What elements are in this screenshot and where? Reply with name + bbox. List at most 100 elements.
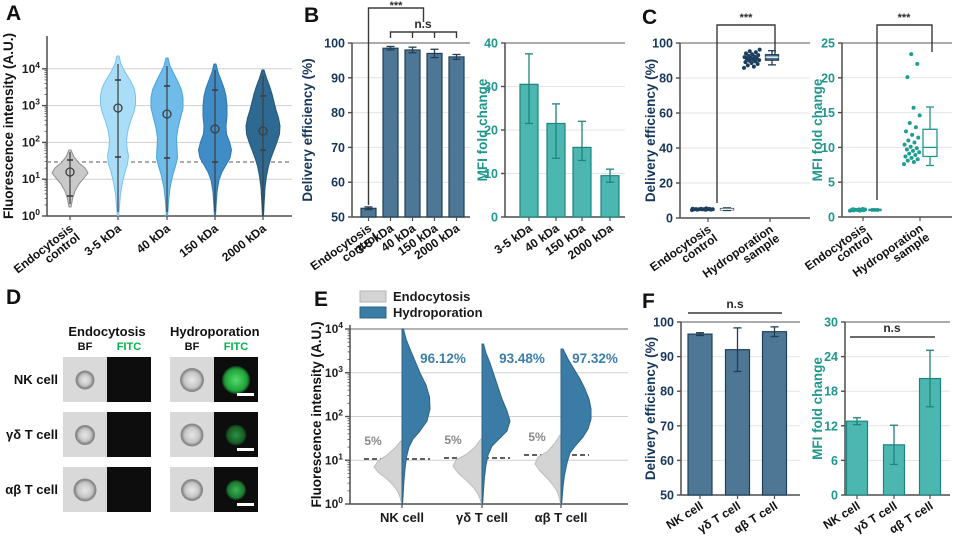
svg-text:103: 103 bbox=[325, 364, 343, 380]
column-group-endocytosis: Endocytosis bbox=[68, 324, 146, 339]
svg-text:70: 70 bbox=[331, 141, 345, 155]
svg-text:12: 12 bbox=[824, 419, 838, 433]
svg-text:10: 10 bbox=[484, 167, 498, 181]
svg-text:100: 100 bbox=[324, 37, 345, 51]
panel-label-e: E bbox=[314, 288, 329, 311]
svg-text:6: 6 bbox=[831, 454, 838, 468]
svg-text:***: *** bbox=[390, 0, 404, 12]
svg-text:Delivery efficiency (%): Delivery efficiency (%) bbox=[643, 59, 658, 202]
svg-text:Endocytosiscontrol: Endocytosiscontrol bbox=[11, 221, 83, 280]
svg-text:104: 104 bbox=[22, 60, 40, 76]
micrograph-ab-endo-bf bbox=[63, 467, 107, 512]
panel-e-halfviolin-chart: 100 101 102 103 104 NK cell γδ T cell αβ T cell… bbox=[310, 289, 628, 525]
column-group-hydroporation: Hydroporation bbox=[170, 324, 260, 339]
panel-d-micrographs: Endocytosis Hydroporation BF FITC BF FIT… bbox=[0, 280, 305, 538]
svg-text:n.s: n.s bbox=[726, 297, 744, 311]
panel-label-d: D bbox=[6, 286, 22, 309]
micrograph-nk-endo-bf bbox=[63, 357, 107, 402]
panel-label-f: F bbox=[642, 290, 655, 313]
svg-text:60: 60 bbox=[331, 176, 345, 190]
micrograph-gd-endo-fitc bbox=[107, 412, 151, 457]
svg-text:***: *** bbox=[898, 12, 912, 24]
svg-text:70: 70 bbox=[660, 419, 674, 433]
cell-outline bbox=[180, 367, 204, 392]
scale-bar bbox=[237, 448, 254, 451]
svg-text:2000 kDa: 2000 kDa bbox=[219, 221, 269, 264]
svg-text:80: 80 bbox=[659, 72, 673, 86]
svg-text:93.48%: 93.48% bbox=[499, 351, 545, 366]
svg-text:18: 18 bbox=[824, 385, 838, 399]
micrograph-gd-endo-bf bbox=[63, 412, 107, 457]
fitc-signal bbox=[225, 424, 247, 445]
row-label-gd-t-cell: γδ T cell bbox=[6, 427, 58, 442]
micrograph-ab-hydro-bf bbox=[170, 467, 214, 512]
svg-text:80: 80 bbox=[331, 106, 345, 120]
cell-outline bbox=[75, 424, 95, 445]
svg-text:90: 90 bbox=[331, 71, 345, 85]
svg-text:100: 100 bbox=[325, 495, 343, 511]
svg-text:150 kDa: 150 kDa bbox=[176, 221, 221, 260]
svg-text:104: 104 bbox=[325, 320, 343, 336]
svg-text:n.s: n.s bbox=[414, 17, 432, 31]
col-fitc-label: FITC bbox=[223, 341, 249, 353]
scale-bar bbox=[237, 393, 254, 396]
svg-text:5: 5 bbox=[828, 176, 835, 190]
panel-label-c: C bbox=[642, 6, 658, 29]
svg-text:0: 0 bbox=[828, 211, 835, 225]
col-bf-label: BF bbox=[184, 341, 200, 353]
row-label-ab-t-cell: αβ T cell bbox=[5, 482, 58, 497]
svg-text:50: 50 bbox=[660, 489, 674, 503]
micrograph-nk-endo-fitc bbox=[107, 357, 151, 402]
svg-text:40: 40 bbox=[484, 37, 498, 51]
svg-text:24: 24 bbox=[824, 350, 838, 364]
col-fitc-label: FITC bbox=[116, 341, 142, 353]
svg-text:40 kDa: 40 kDa bbox=[134, 221, 173, 256]
svg-text:αβ T cell: αβ T cell bbox=[535, 510, 588, 525]
svg-text:5%: 5% bbox=[444, 433, 462, 447]
svg-text:MFI fold change: MFI fold change bbox=[810, 357, 825, 460]
svg-text:Fluorescence intensity (A.U.): Fluorescence intensity (A.U.) bbox=[1, 33, 16, 219]
col-bf-label: BF bbox=[77, 341, 93, 353]
svg-text:60: 60 bbox=[659, 107, 673, 121]
svg-text:Delivery efficiency (%): Delivery efficiency (%) bbox=[300, 58, 315, 201]
svg-text:20: 20 bbox=[484, 124, 498, 138]
svg-text:5%: 5% bbox=[528, 430, 546, 444]
micrograph-gd-hydro-fitc bbox=[214, 412, 258, 457]
svg-text:40: 40 bbox=[659, 142, 673, 156]
fitc-signal bbox=[222, 365, 250, 394]
svg-text:102: 102 bbox=[22, 133, 40, 149]
micrograph-nk-hydro-fitc bbox=[214, 357, 258, 402]
svg-text:MFI fold change: MFI fold change bbox=[810, 78, 825, 181]
svg-text:NK cell: NK cell bbox=[380, 510, 424, 525]
panel-label-a: A bbox=[6, 2, 22, 25]
svg-text:Fluorescence intensity (A.U.): Fluorescence intensity (A.U.) bbox=[310, 321, 324, 507]
svg-text:30: 30 bbox=[824, 316, 838, 330]
svg-text:***: *** bbox=[740, 12, 754, 24]
svg-text:3-5 kDa: 3-5 kDa bbox=[82, 221, 125, 259]
micrograph-ab-endo-fitc bbox=[107, 467, 151, 512]
svg-text:101: 101 bbox=[325, 451, 343, 467]
scale-bar bbox=[237, 503, 254, 506]
svg-text:20: 20 bbox=[659, 177, 673, 191]
fitc-signal bbox=[226, 479, 246, 500]
svg-text:5%: 5% bbox=[364, 434, 382, 448]
cell-outline bbox=[73, 478, 97, 501]
svg-text:15: 15 bbox=[821, 106, 835, 120]
svg-text:Hydroporationsample: Hydroporationsample bbox=[700, 222, 782, 280]
panel-label-b: B bbox=[304, 4, 320, 27]
svg-text:0: 0 bbox=[831, 489, 838, 503]
svg-text:102: 102 bbox=[325, 408, 343, 424]
micrograph-gd-hydro-bf bbox=[170, 412, 214, 457]
svg-text:30: 30 bbox=[484, 80, 498, 94]
svg-text:97.32%: 97.32% bbox=[572, 351, 618, 366]
svg-text:10: 10 bbox=[821, 141, 835, 155]
cell-outline bbox=[181, 478, 203, 501]
svg-text:96.12%: 96.12% bbox=[420, 351, 466, 366]
svg-text:Endocytosis: Endocytosis bbox=[393, 289, 470, 304]
cell-outline bbox=[75, 370, 95, 389]
svg-text:90: 90 bbox=[660, 350, 674, 364]
